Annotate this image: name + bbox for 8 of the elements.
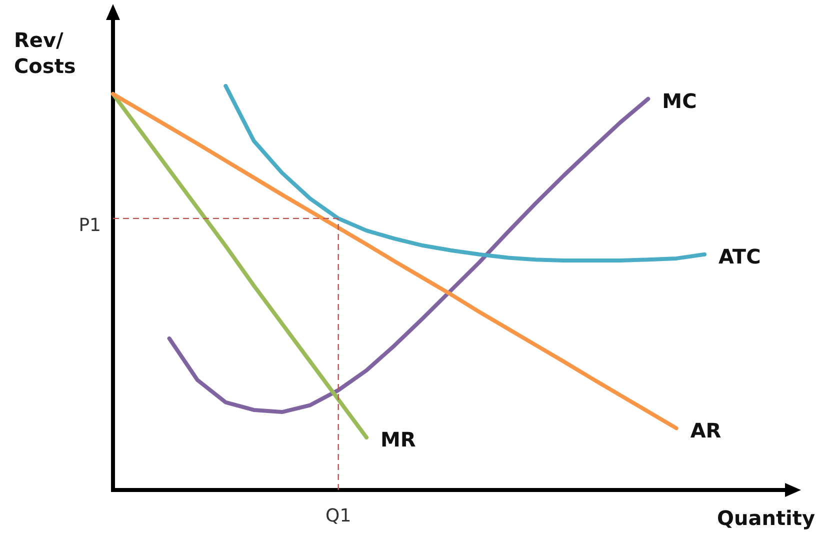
series-label: MR bbox=[380, 428, 416, 452]
ref-line-label: P1 bbox=[78, 215, 101, 236]
y-axis-title: Rev/ Costs bbox=[14, 28, 76, 78]
x-axis-title: Quantity bbox=[717, 506, 815, 530]
text: Q1 bbox=[326, 506, 352, 527]
series-label: ATC bbox=[718, 244, 761, 269]
series-label: AR bbox=[690, 418, 722, 442]
series-label: MC bbox=[662, 89, 697, 114]
